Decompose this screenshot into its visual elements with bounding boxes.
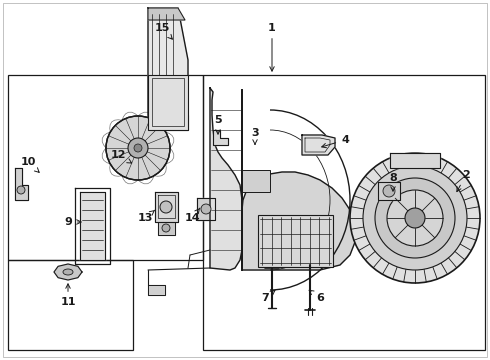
Polygon shape (390, 153, 440, 168)
Circle shape (134, 144, 142, 152)
Polygon shape (148, 285, 165, 295)
Polygon shape (378, 182, 400, 200)
Circle shape (17, 186, 25, 194)
Circle shape (405, 208, 425, 228)
Circle shape (350, 153, 480, 283)
Polygon shape (80, 192, 105, 260)
Text: 12: 12 (110, 150, 132, 163)
Polygon shape (197, 198, 215, 220)
Circle shape (128, 138, 148, 158)
Circle shape (160, 201, 172, 213)
Text: 14: 14 (184, 208, 200, 223)
Circle shape (387, 190, 443, 246)
Circle shape (383, 185, 395, 197)
Text: 5: 5 (214, 115, 222, 134)
Circle shape (162, 224, 170, 232)
Text: 1: 1 (268, 23, 276, 71)
Text: 10: 10 (20, 157, 39, 172)
Polygon shape (242, 90, 355, 270)
Bar (152, 78, 184, 126)
Text: 4: 4 (322, 135, 349, 148)
Text: 2: 2 (457, 170, 470, 192)
Circle shape (375, 178, 455, 258)
Polygon shape (54, 264, 82, 280)
Bar (203, 75, 485, 350)
Bar (242, 170, 270, 192)
Bar (148, 75, 188, 130)
Polygon shape (155, 192, 178, 222)
Text: 15: 15 (154, 23, 172, 39)
Text: 6: 6 (309, 290, 324, 303)
Polygon shape (148, 115, 188, 130)
Text: 13: 13 (137, 210, 155, 223)
Polygon shape (148, 8, 188, 130)
Polygon shape (213, 130, 228, 145)
Text: 7: 7 (261, 291, 275, 303)
Text: 3: 3 (251, 128, 259, 144)
Polygon shape (158, 222, 175, 235)
Circle shape (106, 116, 170, 180)
Circle shape (363, 166, 467, 270)
Bar (8, 260, 133, 350)
Text: 11: 11 (60, 284, 76, 307)
Polygon shape (210, 88, 242, 270)
Bar (258, 215, 333, 267)
Text: 8: 8 (389, 173, 397, 191)
Polygon shape (148, 8, 185, 20)
Text: 9: 9 (64, 217, 81, 227)
Polygon shape (302, 135, 335, 155)
Polygon shape (15, 168, 28, 200)
Bar (8, 75, 203, 260)
Ellipse shape (63, 269, 73, 275)
Circle shape (201, 204, 211, 214)
